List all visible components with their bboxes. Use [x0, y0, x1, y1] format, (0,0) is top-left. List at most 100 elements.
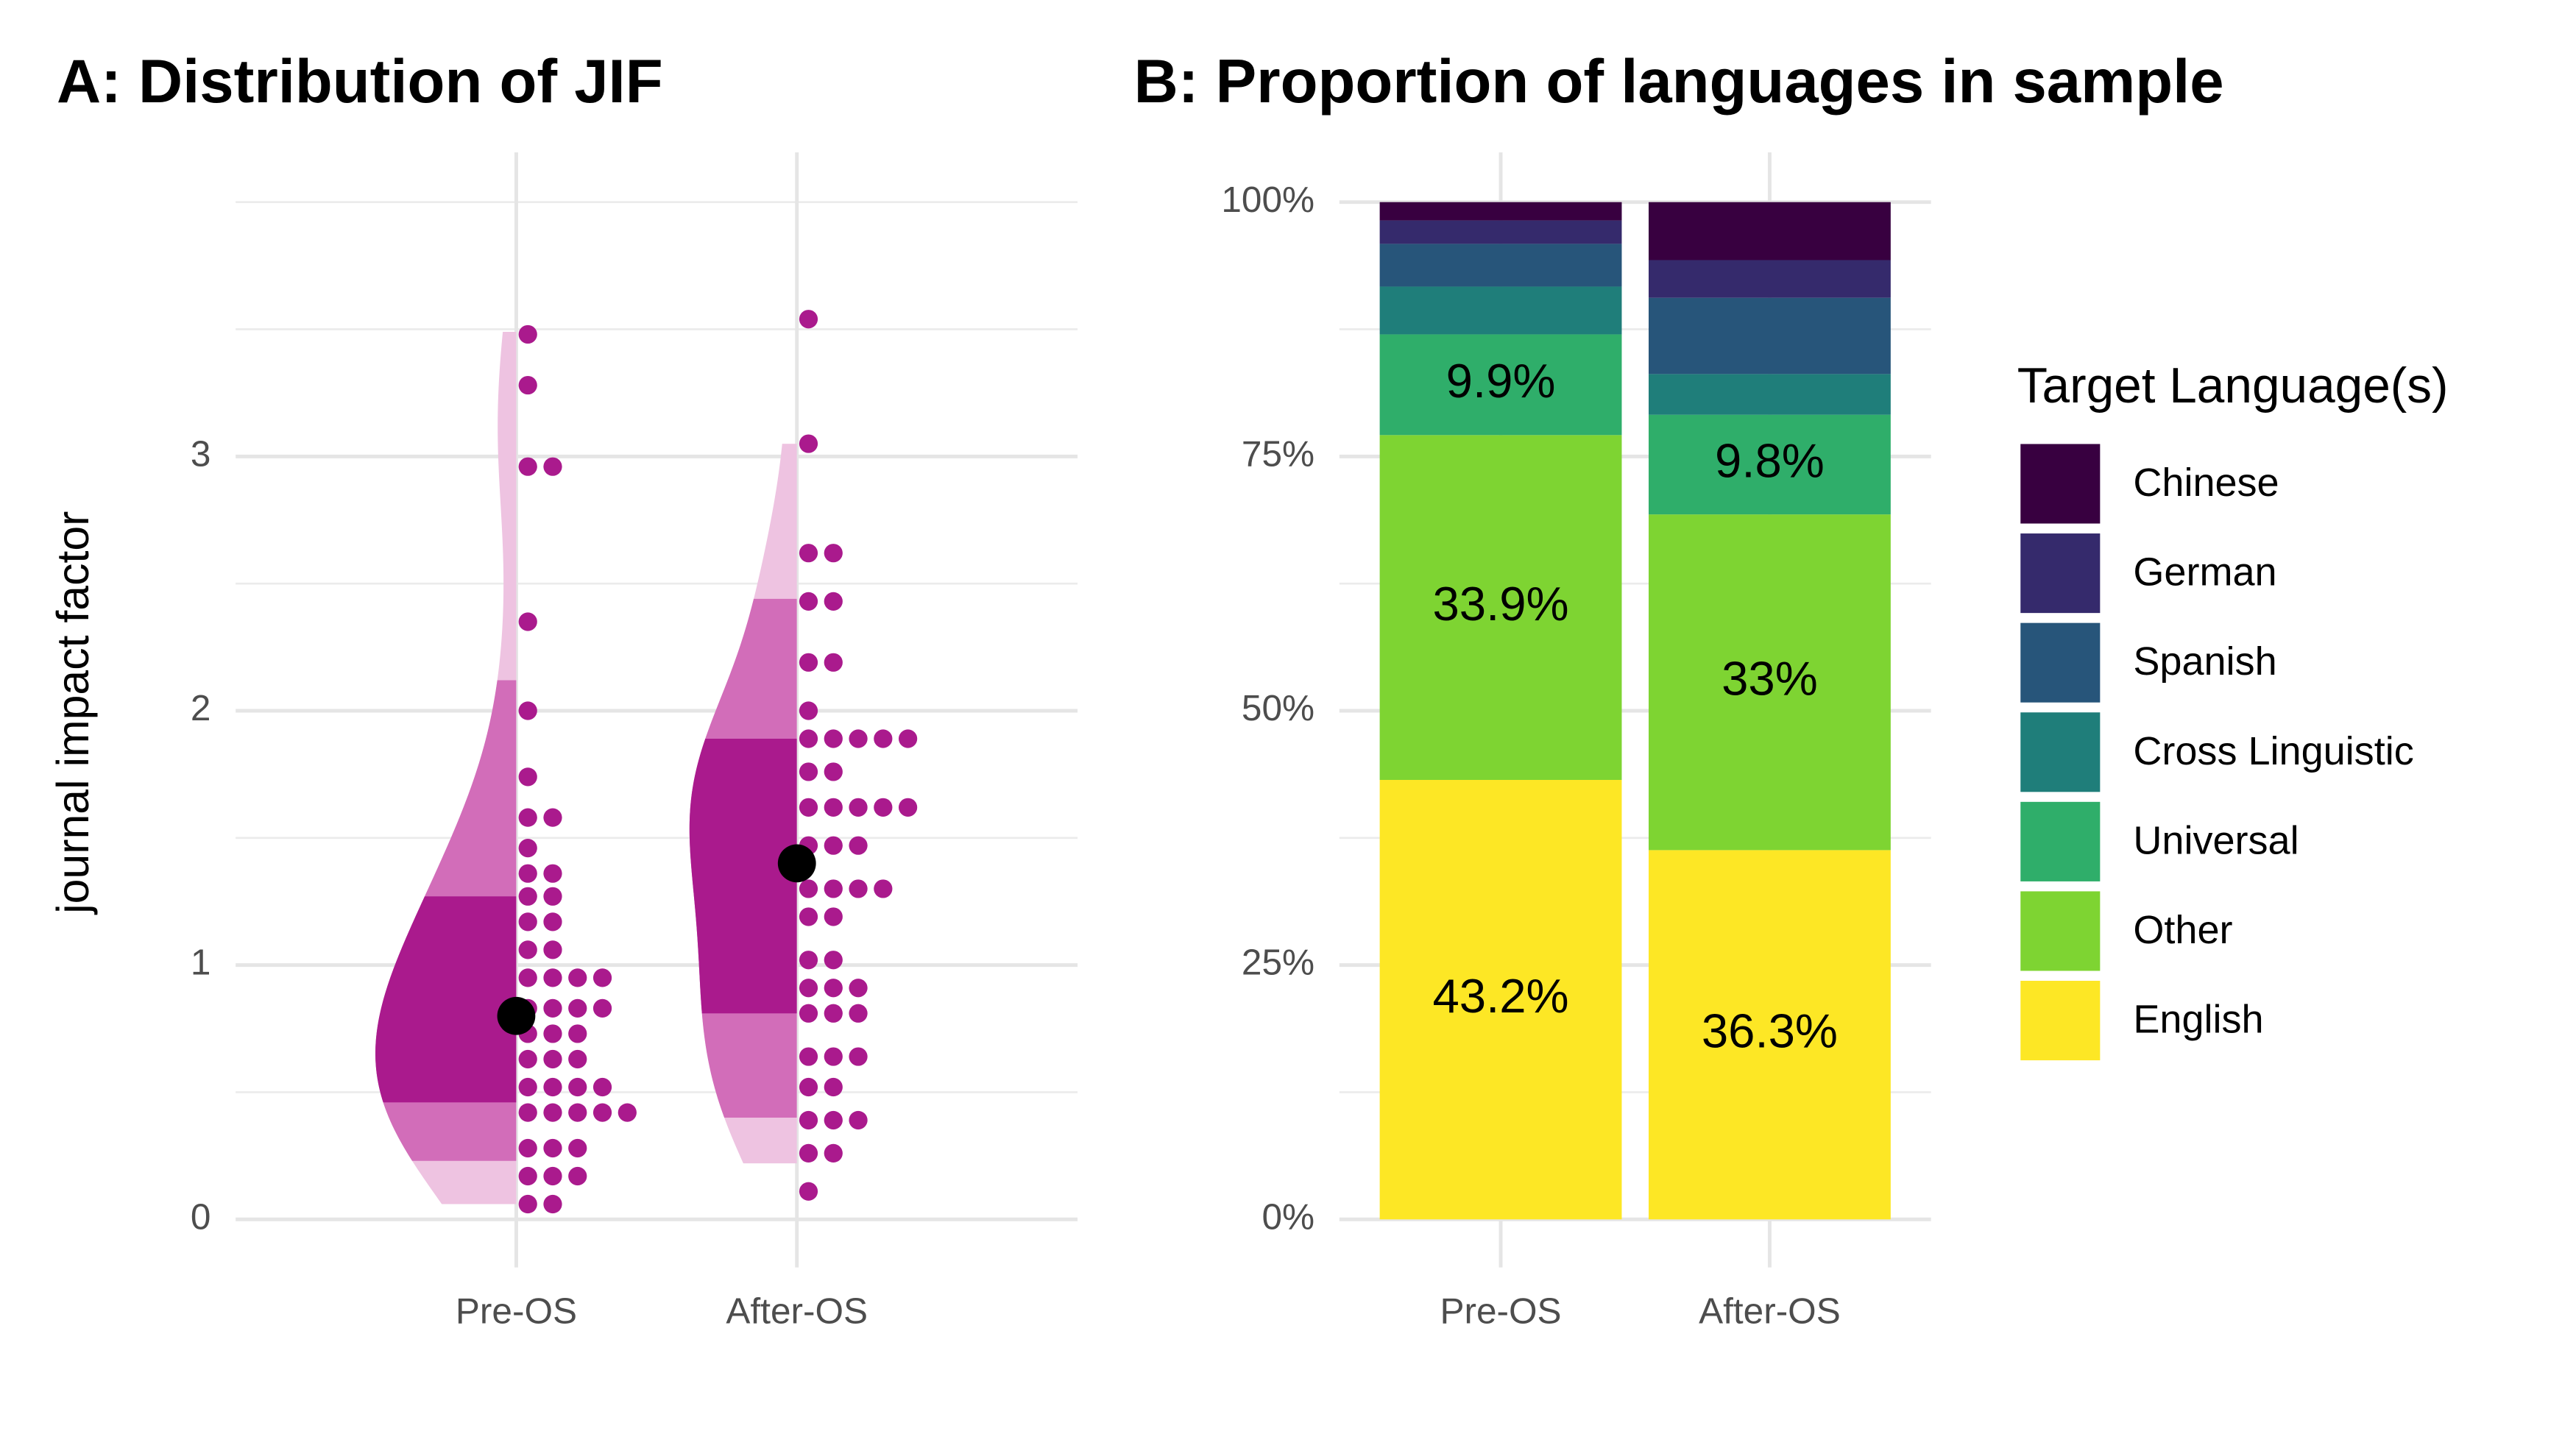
- legend-label: Universal: [2133, 818, 2299, 862]
- x-tick-label: After-OS: [1699, 1291, 1841, 1332]
- dot: [568, 1049, 587, 1069]
- dot: [849, 836, 868, 855]
- dot: [799, 762, 818, 781]
- legend-title: Target Language(s): [2017, 358, 2449, 414]
- dot: [824, 1110, 843, 1130]
- dot: [543, 864, 562, 883]
- dot: [799, 1004, 818, 1023]
- bar-segment: [1379, 202, 1622, 221]
- value-label: 43.2%: [1432, 969, 1568, 1023]
- legend-swatch: [2020, 533, 2101, 614]
- dot: [518, 767, 537, 787]
- dot: [568, 968, 587, 987]
- dot: [799, 979, 818, 998]
- legend-label: English: [2133, 998, 2263, 1042]
- dot: [824, 1143, 843, 1163]
- dot: [824, 762, 843, 781]
- dot: [799, 653, 818, 672]
- dot: [824, 798, 843, 817]
- bar-segment: [1649, 414, 1891, 515]
- dot: [568, 1166, 587, 1186]
- value-label: 36.3%: [1702, 1004, 1838, 1058]
- bar-segment: [1649, 850, 1891, 1220]
- dot: [518, 324, 537, 344]
- dot: [849, 1110, 868, 1130]
- y-tick-label: 2: [191, 688, 211, 728]
- y-tick-label: 75%: [1242, 433, 1314, 474]
- dot: [518, 375, 537, 395]
- dot: [799, 701, 818, 720]
- bar-segment: [1649, 297, 1891, 375]
- median-point: [497, 996, 536, 1035]
- dot: [874, 729, 893, 748]
- bar-segment: [1379, 220, 1622, 244]
- dot: [799, 879, 818, 898]
- legend-swatch: [2020, 622, 2101, 703]
- dot: [824, 1004, 843, 1023]
- y-tick-label: 0%: [1262, 1196, 1314, 1237]
- dot: [849, 979, 868, 998]
- dot: [568, 1077, 587, 1097]
- bar-segment: [1379, 286, 1622, 335]
- y-tick-label: 25%: [1242, 943, 1314, 983]
- bar-segment: [1379, 780, 1622, 1220]
- bar-segment: [1649, 514, 1891, 851]
- x-tick-label: Pre-OS: [1440, 1291, 1561, 1332]
- legend-swatch: [2020, 801, 2101, 881]
- dot: [518, 808, 537, 827]
- dot: [874, 879, 893, 898]
- dot: [824, 836, 843, 855]
- dot: [518, 612, 537, 631]
- dot: [799, 1047, 818, 1066]
- dot: [568, 1138, 587, 1158]
- dot: [518, 1194, 537, 1214]
- dot: [518, 1049, 537, 1069]
- dot: [543, 998, 562, 1018]
- dot: [592, 1103, 612, 1122]
- dot: [543, 887, 562, 906]
- dot: [799, 1182, 818, 1201]
- y-tick-label: 3: [191, 433, 211, 474]
- dot: [543, 1103, 562, 1122]
- bar-segment: [1379, 334, 1622, 436]
- dot: [799, 544, 818, 563]
- dot: [799, 1110, 818, 1130]
- value-label: 33.9%: [1432, 577, 1568, 631]
- dot: [799, 907, 818, 926]
- value-label: 9.9%: [1446, 354, 1556, 408]
- legend-label: Spanish: [2133, 639, 2276, 684]
- dot: [824, 1047, 843, 1066]
- dot: [799, 729, 818, 748]
- x-tick-label: After-OS: [726, 1291, 868, 1332]
- dot: [518, 912, 537, 931]
- dot: [543, 940, 562, 959]
- dot: [543, 1049, 562, 1069]
- legend-label: Other: [2133, 908, 2232, 952]
- dot: [518, 839, 537, 858]
- dot: [824, 544, 843, 563]
- dot: [824, 653, 843, 672]
- dot: [849, 798, 868, 817]
- dot: [824, 951, 843, 970]
- dot: [543, 912, 562, 931]
- dot: [518, 457, 537, 476]
- dot: [824, 979, 843, 998]
- legend-swatch: [2020, 981, 2101, 1061]
- dot: [799, 951, 818, 970]
- bar-segment: [1649, 260, 1891, 298]
- dot: [849, 1004, 868, 1023]
- panel-b-title: B: Proportion of languages in sample: [1134, 47, 2224, 116]
- dot: [592, 968, 612, 987]
- dot: [849, 1047, 868, 1066]
- dot: [824, 907, 843, 926]
- dot: [799, 798, 818, 817]
- dot: [799, 1077, 818, 1097]
- y-tick-label: 1: [191, 943, 211, 983]
- dot: [799, 310, 818, 329]
- dot: [568, 1103, 587, 1122]
- dot: [568, 1024, 587, 1043]
- dot: [618, 1103, 637, 1122]
- dot: [518, 968, 537, 987]
